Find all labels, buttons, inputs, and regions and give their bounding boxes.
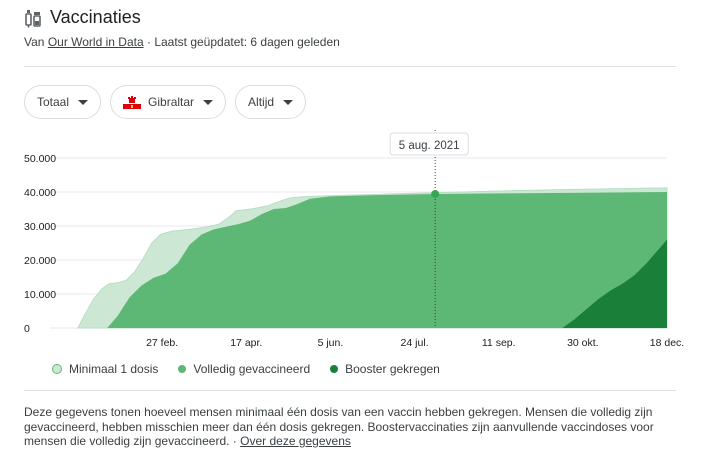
source-separator: ·: [146, 35, 151, 49]
top-divider: [24, 66, 676, 67]
legend-label-full: Volledig gevaccineerd: [193, 362, 311, 376]
country-dropdown[interactable]: Gibraltar: [110, 85, 227, 119]
syringe-vial-icon: [25, 10, 41, 28]
x-tick-label: 18 dec.: [650, 337, 684, 349]
metric-dropdown[interactable]: Totaal: [24, 85, 102, 119]
legend-label-min1: Minimaal 1 dosis: [69, 362, 159, 376]
x-tick-label: 30 okt.: [567, 337, 599, 349]
legend-label-booster: Booster gekregen: [345, 362, 440, 376]
legend-item-booster: Booster gekregen: [330, 362, 440, 376]
page-title: Vaccinaties: [50, 7, 141, 27]
filter-bar: Totaal Gibraltar Altijd: [24, 85, 307, 121]
chevron-down-icon: [283, 99, 294, 105]
y-tick-label: 10.000: [24, 289, 56, 301]
legend-item-min1: Minimaal 1 dosis: [52, 362, 158, 376]
source-line: Van Our World in Data · Laatst geüpdatet…: [24, 35, 340, 49]
hover-point: [431, 190, 440, 199]
footnote: Deze gegevens tonen hoeveel mensen minim…: [24, 405, 684, 449]
period-dropdown[interactable]: Altijd: [235, 85, 307, 119]
area-booster: [562, 239, 667, 328]
legend-swatch-min1: [52, 364, 62, 374]
y-tick-label: 30.000: [24, 221, 56, 233]
legend-item-full: Volledig gevaccineerd: [178, 362, 310, 376]
legend-swatch-full: [178, 365, 187, 373]
header: Vaccinaties: [24, 6, 684, 28]
area-full: [107, 192, 667, 328]
x-tick-label: 11 sep.: [482, 337, 516, 349]
y-tick-label: 40.000: [24, 187, 56, 199]
source-link[interactable]: Our World in Data: [47, 35, 144, 49]
chart-legend: Minimaal 1 dosis Volledig gevaccineerd B…: [52, 362, 440, 376]
legend-swatch-booster: [330, 365, 339, 373]
tooltip-date: 5 aug. 2021: [399, 140, 460, 152]
x-tick-label: 5 jun.: [318, 337, 344, 349]
gibraltar-flag-icon: [123, 95, 142, 109]
x-tick-label: 27 feb.: [146, 337, 178, 349]
x-tick-label: 17 apr.: [230, 337, 262, 349]
tooltip-box: [389, 132, 469, 156]
last-updated: Laatst geüpdatet: 6 dagen geleden: [154, 35, 340, 49]
y-tick-label: 0: [24, 323, 30, 335]
chevron-down-icon: [78, 99, 89, 105]
period-label: Altijd: [248, 95, 275, 109]
metric-label: Totaal: [37, 95, 70, 109]
source-prefix: Van: [24, 35, 45, 49]
footnote-text: Deze gegevens tonen hoeveel mensen minim…: [24, 405, 654, 448]
about-data-link[interactable]: Over deze gegevens: [240, 434, 351, 448]
x-tick-label: 24 jul.: [401, 337, 429, 349]
chevron-down-icon: [203, 99, 214, 105]
country-label: Gibraltar: [148, 95, 195, 109]
bottom-divider: [24, 390, 676, 391]
vaccination-chart[interactable]: 0 10.000 20.000 30.000 40.000 50.000 27 feb. 17…: [0, 128, 723, 353]
y-tick-label: 20.000: [24, 255, 56, 267]
y-tick-label: 50.000: [24, 153, 56, 165]
footnote-separator: ·: [232, 434, 237, 448]
